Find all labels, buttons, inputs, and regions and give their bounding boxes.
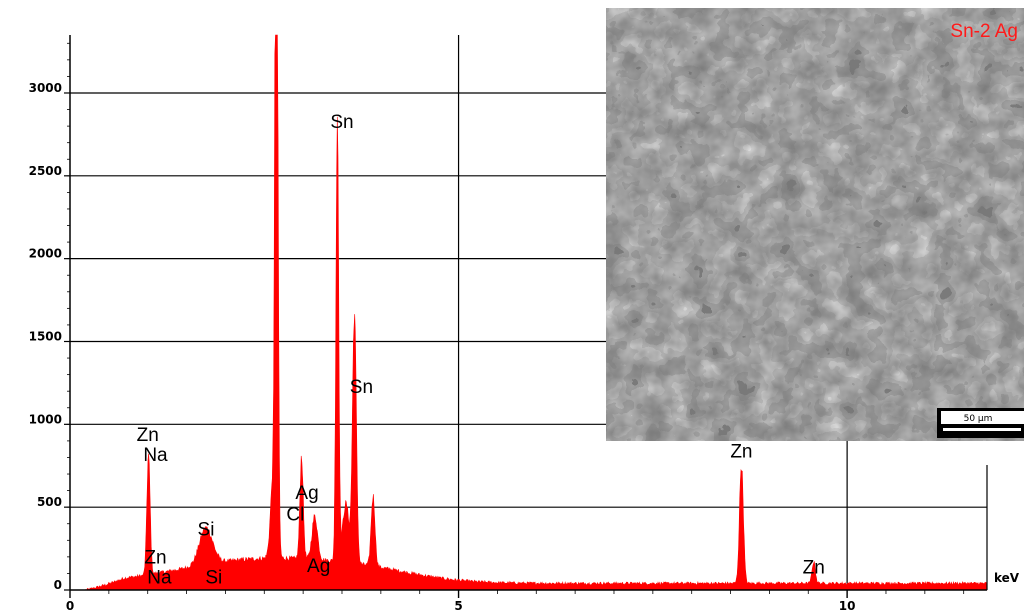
- y-tick-label: 0: [54, 578, 62, 592]
- axes: 0 500 1000 1500 2000 2500 3000 0 5 10: [29, 35, 988, 612]
- element-label: Si: [205, 567, 222, 588]
- y-tick-label: 500: [37, 495, 62, 509]
- spectrum-trace: [85, 34, 988, 591]
- element-label: Zn: [730, 441, 752, 462]
- element-label: Zn: [137, 425, 159, 446]
- spectrum-area: [85, 34, 988, 591]
- x-tick-label: 5: [454, 599, 462, 612]
- element-label: Na: [143, 445, 168, 466]
- y-tick-label: 1500: [29, 329, 62, 343]
- element-label: Zn: [144, 547, 166, 568]
- y-tick-label: 3000: [29, 81, 62, 95]
- x-axis-unit-label: keV: [994, 571, 1020, 585]
- y-tick-label: 2000: [29, 247, 62, 261]
- scale-bar-label: 50 µm: [964, 414, 993, 424]
- element-label: Sn: [330, 112, 353, 133]
- element-label: Si: [198, 519, 215, 540]
- sem-image-texture: [606, 8, 1024, 441]
- element-label: Sn: [350, 377, 373, 398]
- element-label: Na: [147, 567, 172, 588]
- scale-bar-label-bg: [941, 411, 1024, 424]
- x-tick-label: 0: [66, 599, 74, 612]
- element-label: Ag: [307, 556, 330, 577]
- element-label: Cl: [286, 504, 304, 525]
- element-label: Zn: [803, 557, 825, 578]
- sem-micrograph-inset: Sn-2 Ag 50 µm: [606, 8, 1024, 441]
- element-label: Ag: [295, 483, 318, 504]
- y-tick-label: 2500: [29, 164, 62, 178]
- x-tick-label: 10: [839, 599, 856, 612]
- y-tick-label: 1000: [29, 412, 62, 426]
- scale-bar-line: [943, 428, 1021, 431]
- scale-bar: 50 µm: [937, 408, 1024, 438]
- sem-image-title: Sn-2 Ag: [950, 21, 1018, 42]
- grid-lines: [70, 35, 987, 590]
